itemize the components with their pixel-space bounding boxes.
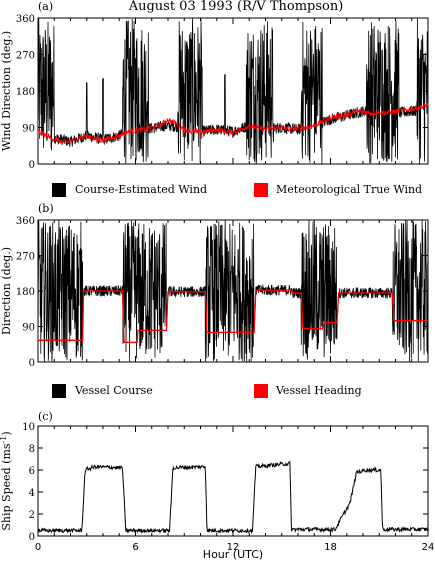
y-tick-label: 360 <box>16 14 35 25</box>
y-tick-label: 2 <box>29 510 35 521</box>
series-line-ship-speed <box>37 460 429 535</box>
y-tick-label: 4 <box>29 488 35 499</box>
panel-c-yticks: 0 2 4 6 8 10 <box>22 422 429 543</box>
y-tick-label: 0 <box>29 358 35 369</box>
y-tick-label: 180 <box>16 287 35 298</box>
panel-a-yticks: 0 90 180 270 360 <box>16 14 429 171</box>
x-tick-label: 0 <box>35 542 41 553</box>
panel-b-yticks: 0 90 180 270 360 <box>16 216 429 369</box>
series-line-vessel-heading <box>38 289 428 343</box>
y-tick-label: 90 <box>22 323 35 334</box>
legend-swatch-meteorological-true-wind <box>254 183 268 197</box>
x-axis-ticks: 0 6 12 18 24 <box>35 542 435 553</box>
y-tick-label: 10 <box>22 422 35 433</box>
series-line-meteorological-true-wind <box>37 102 429 145</box>
legend-label-course-estimated-wind: Course-Estimated Wind <box>75 183 207 196</box>
legend-label-vessel-heading: Vessel Heading <box>275 384 362 397</box>
y-tick-label: 8 <box>29 444 35 455</box>
legend-label-meteorological-true-wind: Meteorological True Wind <box>276 183 422 196</box>
figure-title: August 03 1993 (R/V Thompson) <box>128 0 344 14</box>
legend-swatch-vessel-heading <box>254 384 268 398</box>
y-tick-label: 90 <box>22 124 35 135</box>
panel-a-ylabel: Wind Direction (deg.) <box>0 31 13 151</box>
panel-a-plot-area <box>37 18 429 164</box>
legend-b: Vessel Course Vessel Heading <box>52 384 362 398</box>
legend-a: Course-Estimated Wind Meteorological Tru… <box>52 183 422 197</box>
panel-c-plot-area <box>37 460 429 535</box>
x-axis-label: Hour (UTC) <box>203 548 263 561</box>
panel-c-ylabel: Ship Speed (ms-1) <box>0 431 13 530</box>
x-tick-label: 6 <box>132 542 138 553</box>
x-tick-label: 24 <box>422 542 435 553</box>
panel-b-ylabel: Direction (deg.) <box>0 247 13 335</box>
panel-b-plot-area <box>37 219 429 362</box>
series-line-vessel-course <box>37 219 429 362</box>
y-tick-label: 6 <box>29 466 35 477</box>
y-tick-label: 0 <box>29 160 35 171</box>
legend-swatch-course-estimated-wind <box>52 183 66 197</box>
panel-b: (b) Direction (deg.) 0 90 180 270 360 <box>0 202 429 369</box>
legend-label-vessel-course: Vessel Course <box>74 384 153 397</box>
legend-swatch-vessel-course <box>52 384 66 398</box>
y-tick-label: 0 <box>29 532 35 543</box>
panel-a-label: (a) <box>38 0 53 13</box>
panel-b-label: (b) <box>38 202 54 215</box>
x-tick-label: 18 <box>324 542 337 553</box>
y-tick-label: 180 <box>16 87 35 98</box>
y-tick-label: 270 <box>16 51 35 62</box>
y-tick-label: 360 <box>16 216 35 227</box>
panel-a: (a) Wind Direction (deg.) 0 90 180 270 360 <box>0 0 429 171</box>
x-tick-label: 12 <box>227 542 240 553</box>
series-line-course-estimated-wind <box>37 18 429 164</box>
panel-c-label: (c) <box>38 410 53 423</box>
y-tick-label: 270 <box>16 252 35 263</box>
panel-c-frame <box>37 425 429 537</box>
